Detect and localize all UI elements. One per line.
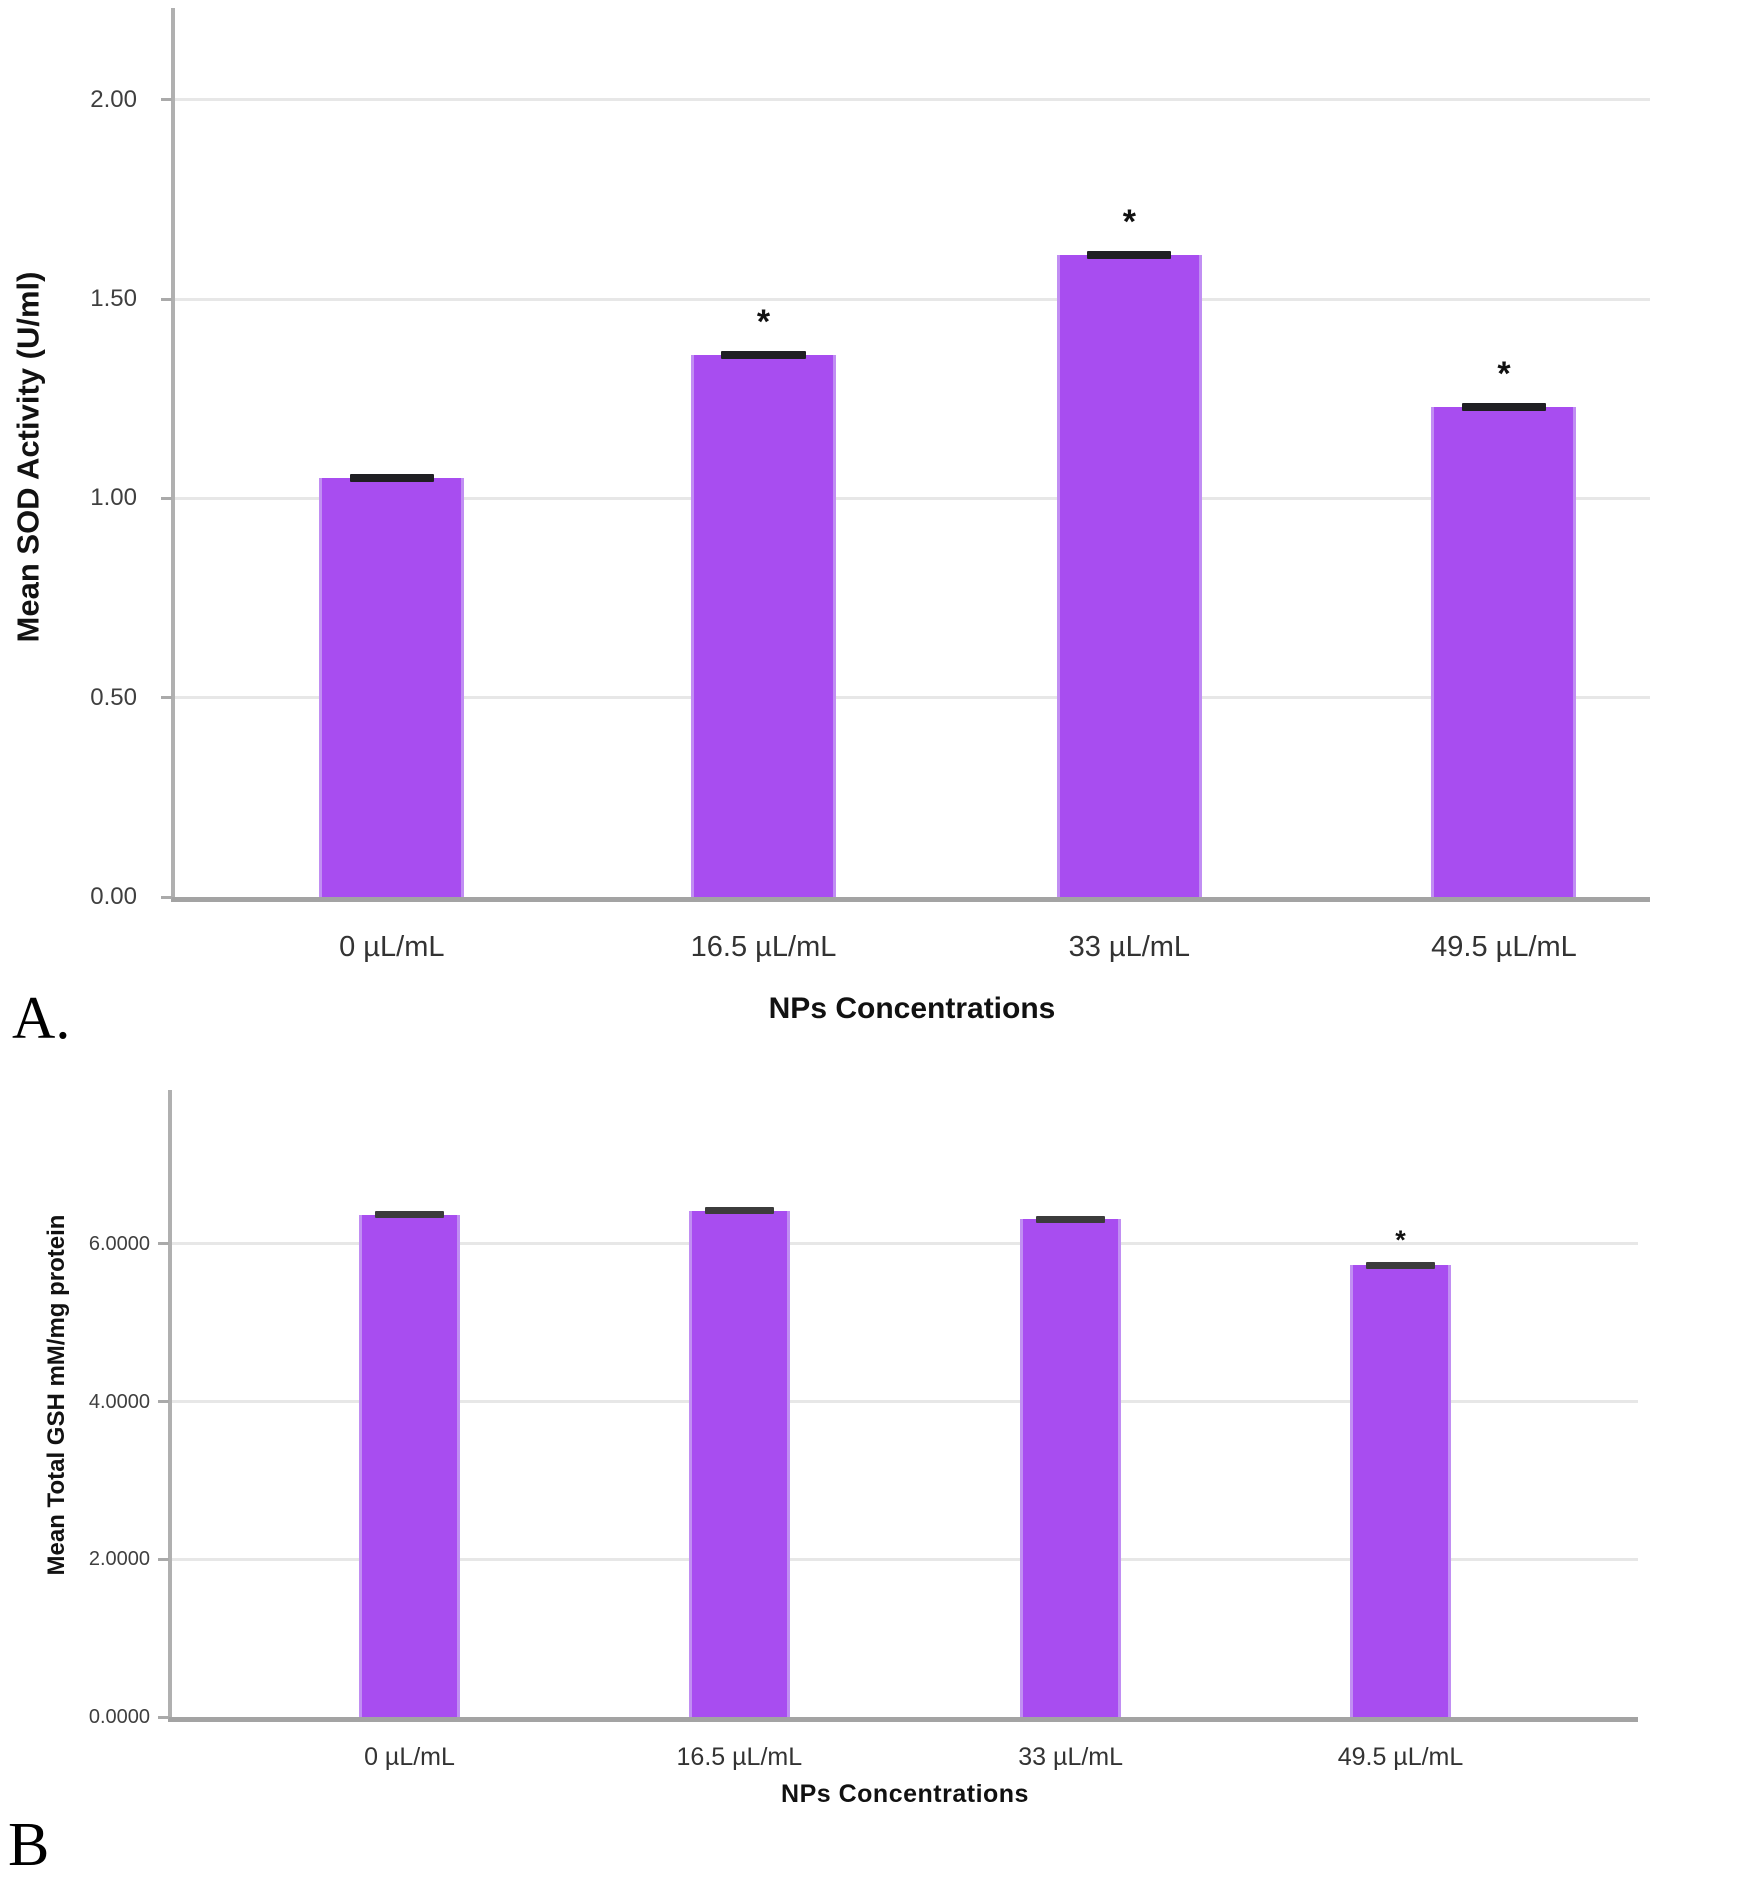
bar <box>319 478 465 897</box>
bar <box>688 1210 790 1717</box>
plot-area-gsh: 0.0000 2.0000 4.0000 6.0000 0 µL/mL 16.5 µL/m… <box>89 1090 1638 1770</box>
y-tick-mark <box>161 696 172 700</box>
gridline <box>175 496 1650 500</box>
error-bar-cap <box>1366 1261 1435 1269</box>
x-tick-label: 0 µL/mL <box>364 1743 455 1771</box>
y-tick-mark <box>158 1715 169 1719</box>
y-tick-label: 0.0000 <box>88 1706 150 1728</box>
x-axis-title-b: NPs Concentrations <box>781 1780 1029 1808</box>
panel-label-b: B <box>8 1811 50 1879</box>
x-tick-label: 49.5 µL/mL <box>1431 931 1577 963</box>
y-tick-mark <box>158 1557 169 1561</box>
y-axis-label-gsh: Mean Total GSH mM/mg protein <box>43 1214 70 1576</box>
bar <box>1350 1265 1451 1717</box>
error-bar-cap <box>375 1211 444 1219</box>
gridline <box>175 696 1650 700</box>
bar <box>691 354 837 897</box>
bar <box>358 1214 460 1717</box>
y-tick-mark <box>161 98 172 102</box>
x-tick-label: 16.5 µL/mL <box>690 931 837 963</box>
y-tick-mark <box>158 1242 169 1246</box>
error-bar-cap <box>1036 1215 1105 1223</box>
y-tick-mark <box>158 1400 169 1404</box>
y-tick-label: 0.50 <box>90 683 137 711</box>
y-tick-label: 0.00 <box>90 883 137 910</box>
error-bar-cap <box>1461 402 1547 411</box>
bar <box>1431 406 1577 897</box>
error-bar-cap <box>1087 251 1172 260</box>
gridline <box>172 1242 1638 1246</box>
y-axis-spine <box>168 1090 172 1722</box>
y-tick-label: 2.00 <box>90 85 137 113</box>
y-tick-label: 4.0000 <box>88 1390 150 1413</box>
bar <box>1056 255 1202 897</box>
error-bar-cap <box>349 474 434 483</box>
plot-area-sod: 0.00 0.50 1.00 1.50 2.00 0 µL/mL * 16.5 µL/mL * 3… <box>90 8 1650 962</box>
panel-label-a: A. <box>12 985 71 1051</box>
x-axis-title-a: NPs Concentrations <box>768 992 1056 1025</box>
x-tick-label: 33 µL/mL <box>1018 1743 1124 1771</box>
significance-asterisk: * <box>1122 203 1136 242</box>
significance-asterisk: * <box>1395 1225 1406 1256</box>
x-axis-line <box>171 897 1650 902</box>
x-axis-line <box>168 1717 1638 1722</box>
y-tick-label: 2.0000 <box>88 1548 150 1571</box>
y-tick-label: 1.50 <box>90 285 137 313</box>
x-tick-label: 0 µL/mL <box>339 931 445 963</box>
x-tick-label: 49.5 µL/mL <box>1337 1743 1464 1771</box>
gridline <box>175 297 1650 301</box>
gridline <box>172 1400 1638 1404</box>
bar <box>1020 1219 1122 1717</box>
gridline <box>175 98 1650 102</box>
y-tick-mark <box>161 297 172 301</box>
significance-asterisk: * <box>756 302 771 341</box>
error-bar-cap <box>721 350 806 359</box>
y-tick-mark <box>161 895 172 899</box>
significance-asterisk: * <box>1497 354 1511 393</box>
error-bar-cap <box>705 1207 774 1215</box>
y-tick-label: 6.0000 <box>88 1232 150 1255</box>
y-tick-mark <box>161 496 172 500</box>
y-axis-spine <box>171 8 175 902</box>
x-tick-label: 16.5 µL/mL <box>676 1743 803 1771</box>
gridline <box>172 1557 1638 1561</box>
y-axis-label-sod: Mean SOD Activity (U/ml) <box>10 271 46 643</box>
x-tick-label: 33 µL/mL <box>1068 931 1191 963</box>
y-tick-label: 1.00 <box>90 484 137 512</box>
